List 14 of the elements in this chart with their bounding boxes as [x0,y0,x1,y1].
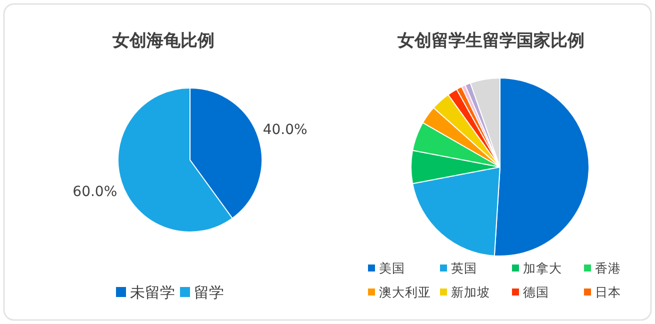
legend-label: 香港 [595,260,621,276]
legend-label: 美国 [379,260,405,276]
legend-label: 日本 [595,284,621,300]
legend-label: 留学 [194,283,224,302]
chart-title: 女创留学生留学国家比例 [396,31,584,51]
legend-label: 德国 [523,284,549,300]
chart-title: 女创海龟比例 [112,31,214,51]
data-label: 40.0% [262,122,308,138]
legend-label: 加拿大 [523,260,562,276]
legend-label: 英国 [451,260,477,276]
legend-label: 新加坡 [451,284,490,300]
data-label: 60.0% [72,184,118,200]
legend-label: 澳大利亚 [379,284,431,300]
legend-label: 未留学 [130,283,175,302]
